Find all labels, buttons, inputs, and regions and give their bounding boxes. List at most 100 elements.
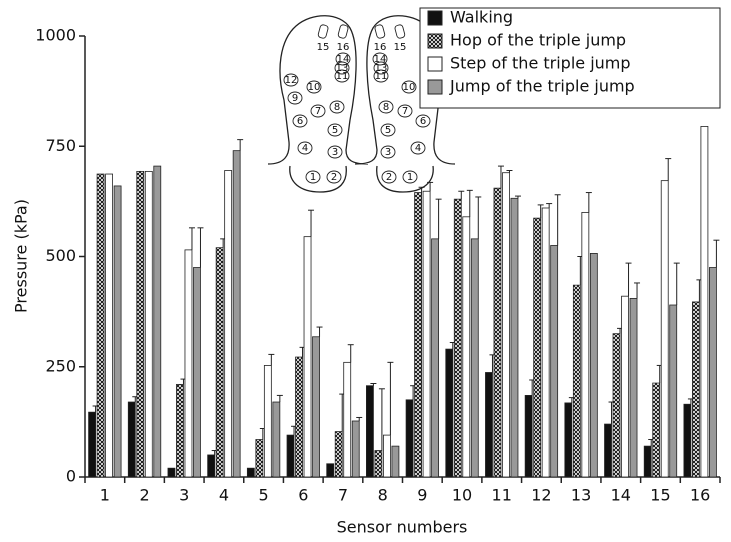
sensor-label: 10 xyxy=(403,82,416,93)
x-tick-label: 6 xyxy=(298,486,308,505)
sensor-marker xyxy=(326,170,342,184)
sensor-marker xyxy=(372,52,388,66)
sensor-marker xyxy=(292,114,308,128)
sensor-marker xyxy=(373,69,389,83)
x-tick-label: 5 xyxy=(259,486,269,505)
bar xyxy=(692,301,700,478)
bar xyxy=(184,249,193,478)
sensor-label: 1 xyxy=(407,172,413,183)
sensor-marker xyxy=(402,170,418,184)
x-tick-label: 13 xyxy=(571,486,591,505)
bar xyxy=(462,216,471,478)
sensor-marker xyxy=(397,104,413,118)
sensor-marker xyxy=(380,123,396,137)
bar xyxy=(312,336,320,478)
sensor-label: 13 xyxy=(336,63,349,74)
bar xyxy=(564,402,573,478)
bar xyxy=(246,467,255,478)
sensor-label: 3 xyxy=(385,147,391,158)
sensor-label: 5 xyxy=(332,125,338,136)
sensor-label: 10 xyxy=(308,82,321,93)
sensor-label: 1 xyxy=(310,172,316,183)
sensor-marker xyxy=(410,141,426,155)
x-tick-label: 16 xyxy=(690,486,710,505)
sensor-label: 16 xyxy=(374,42,387,53)
sensor-marker xyxy=(283,73,299,87)
bar xyxy=(533,217,542,478)
bar xyxy=(96,173,105,478)
sensor-label: 6 xyxy=(420,116,426,127)
left-insole xyxy=(267,15,369,193)
sensor-marker xyxy=(317,24,329,39)
bar xyxy=(343,361,352,478)
x-tick-label: 1 xyxy=(100,486,110,505)
sensor-label: 7 xyxy=(315,106,321,117)
legend-label: Jump of the triple jump xyxy=(449,77,635,96)
bar xyxy=(581,211,590,478)
bar xyxy=(263,365,272,478)
legend-label: Step of the triple jump xyxy=(450,54,631,73)
bar xyxy=(652,382,661,478)
sensor-marker xyxy=(374,24,386,39)
sensor-label: 11 xyxy=(375,71,388,82)
sensor-marker xyxy=(306,80,322,94)
x-tick-label: 11 xyxy=(492,486,512,505)
bar xyxy=(286,434,295,478)
y-tick-label: 0 xyxy=(66,467,76,486)
bar xyxy=(510,197,519,478)
sensor-marker xyxy=(287,91,303,105)
bar xyxy=(215,247,224,478)
sensor-label: 15 xyxy=(317,42,330,53)
sensor-marker xyxy=(401,80,417,94)
sensor-marker xyxy=(310,104,326,118)
bar xyxy=(351,420,360,478)
bar xyxy=(604,423,612,478)
bar xyxy=(589,253,598,478)
bar xyxy=(550,245,559,478)
bar xyxy=(422,190,431,478)
sensor-marker xyxy=(394,24,406,39)
x-tick-label: 15 xyxy=(650,486,670,505)
sensor-marker xyxy=(415,114,431,128)
x-axis-title: Sensor numbers xyxy=(337,518,468,537)
sensor-label: 5 xyxy=(385,125,391,136)
y-tick-label: 750 xyxy=(45,136,76,155)
bar xyxy=(366,385,374,478)
sensor-label: 13 xyxy=(375,63,388,74)
sensor-label: 3 xyxy=(332,147,338,158)
bar xyxy=(643,445,652,478)
bar xyxy=(224,170,233,478)
bar xyxy=(255,439,264,478)
legend-swatch xyxy=(427,33,443,49)
bar xyxy=(272,401,281,478)
bar xyxy=(176,383,184,478)
bar xyxy=(113,185,122,478)
y-axis-title: Pressure (kPa) xyxy=(12,199,31,313)
sensor-label: 7 xyxy=(402,106,408,117)
bar xyxy=(144,170,153,478)
sensor-marker xyxy=(327,123,343,137)
bar xyxy=(127,401,136,478)
bar xyxy=(470,238,479,478)
x-tick-label: 10 xyxy=(452,486,472,505)
bar xyxy=(334,431,343,478)
bar xyxy=(105,173,113,478)
bar xyxy=(391,445,400,478)
bar xyxy=(485,372,493,478)
x-tick-label: 3 xyxy=(179,486,189,505)
bar xyxy=(709,267,717,478)
bar xyxy=(88,411,96,478)
sensor-marker xyxy=(305,170,321,184)
sensor-marker xyxy=(378,100,394,114)
bar xyxy=(524,395,533,478)
legend xyxy=(419,7,721,109)
bar xyxy=(374,450,383,478)
bar xyxy=(383,434,391,478)
bar xyxy=(629,297,638,478)
bar xyxy=(669,304,678,478)
x-tick-label: 7 xyxy=(338,486,348,505)
sensor-label: 11 xyxy=(336,71,349,82)
legend-swatch xyxy=(427,79,443,95)
bar xyxy=(405,399,414,478)
